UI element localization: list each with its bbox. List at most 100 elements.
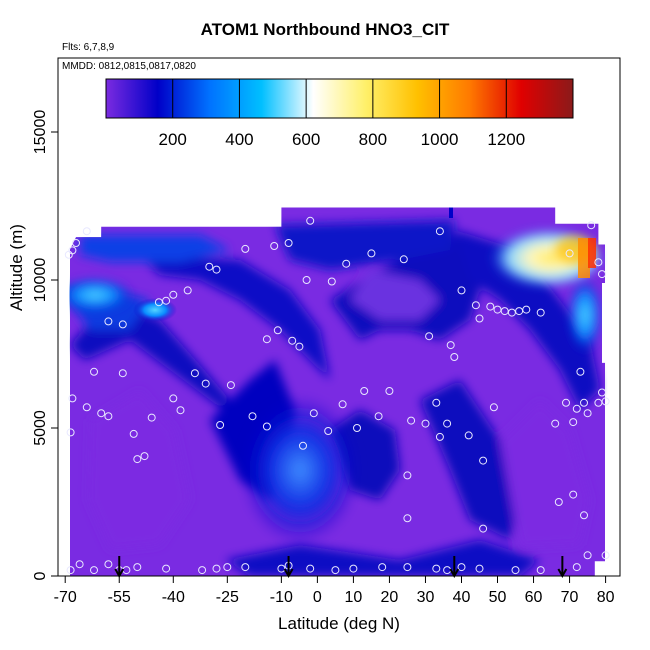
sample-point bbox=[223, 563, 232, 572]
sample-point bbox=[295, 342, 304, 351]
sample-point bbox=[169, 290, 178, 299]
sample-point bbox=[216, 421, 225, 429]
sample-point bbox=[349, 564, 358, 573]
sample-point bbox=[162, 564, 171, 573]
sample-point bbox=[587, 221, 596, 230]
y-tick-label: 10000 bbox=[32, 258, 49, 303]
sample-point bbox=[378, 563, 387, 572]
sample-point bbox=[90, 566, 98, 575]
sample-point bbox=[68, 394, 77, 403]
sample-point bbox=[118, 369, 127, 378]
sample-point bbox=[140, 452, 149, 461]
sample-point bbox=[198, 566, 207, 575]
sample-point bbox=[576, 367, 585, 376]
sample-point bbox=[443, 419, 452, 428]
colorbar-gradient bbox=[105, 78, 574, 119]
sample-point bbox=[479, 524, 488, 533]
sample-point bbox=[324, 427, 333, 435]
sample-point bbox=[421, 419, 430, 428]
x-tick-label: 0 bbox=[313, 589, 322, 606]
sample-point bbox=[129, 429, 138, 438]
sample-point bbox=[133, 455, 142, 464]
sample-point bbox=[457, 286, 466, 295]
sample-point bbox=[583, 551, 592, 560]
sample-point bbox=[273, 326, 282, 335]
x-tick-label: -10 bbox=[270, 589, 293, 606]
sample-point bbox=[565, 249, 574, 258]
sample-point bbox=[66, 428, 75, 437]
sample-point bbox=[572, 404, 581, 413]
sample-point bbox=[580, 398, 588, 407]
sample-point bbox=[594, 258, 603, 267]
sample-point bbox=[306, 564, 315, 573]
x-tick-label: 60 bbox=[525, 589, 543, 606]
sample-point bbox=[360, 387, 369, 395]
sample-point bbox=[598, 270, 606, 279]
x-tick-label: -70 bbox=[54, 589, 77, 606]
sample-point bbox=[432, 398, 441, 407]
sample-point bbox=[572, 563, 581, 572]
x-tick-label: 40 bbox=[453, 589, 471, 606]
x-tick-label: 10 bbox=[345, 589, 363, 606]
sample-point bbox=[82, 403, 91, 412]
sample-point bbox=[306, 216, 315, 225]
sample-point bbox=[169, 394, 178, 403]
x-axis-label: Latitude (deg N) bbox=[278, 614, 400, 633]
colorbar-tick-label: 1000 bbox=[421, 130, 459, 149]
colorbar-tick-label: 1200 bbox=[487, 130, 525, 149]
sample-point bbox=[277, 564, 286, 573]
colorbar-tick-label: 400 bbox=[225, 130, 253, 149]
sample-point bbox=[511, 566, 520, 575]
sample-point bbox=[284, 239, 293, 247]
sample-point bbox=[66, 566, 75, 575]
sample-point bbox=[536, 566, 545, 575]
sample-point bbox=[241, 563, 250, 572]
sample-point bbox=[399, 255, 408, 264]
sample-point bbox=[302, 276, 311, 284]
sample-point bbox=[64, 250, 73, 259]
sample-point bbox=[446, 341, 455, 350]
sample-point bbox=[212, 265, 221, 274]
sample-point bbox=[327, 277, 336, 286]
sample-point bbox=[190, 369, 199, 378]
sample-point bbox=[569, 490, 578, 499]
sample-point bbox=[147, 413, 156, 422]
x-tick-label: 20 bbox=[381, 589, 399, 606]
sample-point bbox=[522, 305, 531, 314]
x-tick-label: 30 bbox=[417, 589, 435, 606]
sample-point bbox=[299, 441, 307, 450]
y-tick-label: 15000 bbox=[32, 110, 49, 155]
sample-point bbox=[162, 296, 171, 305]
sample-point bbox=[471, 301, 480, 310]
sample-point bbox=[432, 564, 441, 573]
x-tick-label: 70 bbox=[561, 589, 579, 606]
sample-point bbox=[338, 400, 347, 409]
colorbar-tick-label: 200 bbox=[159, 130, 187, 149]
sample-point bbox=[367, 249, 376, 258]
sample-point bbox=[309, 409, 318, 418]
sample-point bbox=[205, 262, 214, 271]
sample-point bbox=[551, 419, 560, 428]
y-tick-label: 0 bbox=[32, 571, 49, 580]
x-axis: -70 -55 -40 -25 -10 0 10 20 30 40 50 60 70 80 bbox=[54, 575, 620, 606]
sample-point bbox=[201, 379, 210, 388]
sample-point bbox=[183, 286, 192, 295]
sample-point bbox=[583, 409, 592, 418]
sample-point bbox=[72, 239, 80, 247]
sample-point bbox=[104, 412, 113, 421]
profile-markers bbox=[114, 556, 568, 579]
sample-point bbox=[331, 566, 340, 575]
sample-point bbox=[104, 560, 113, 569]
sample-point bbox=[270, 242, 279, 250]
sample-point bbox=[288, 336, 297, 345]
sample-point bbox=[403, 471, 412, 480]
colorbar-tick-label: 800 bbox=[359, 130, 387, 149]
sample-point bbox=[486, 302, 495, 311]
sample-point bbox=[385, 387, 394, 395]
sample-point bbox=[374, 412, 383, 421]
sample-point bbox=[435, 227, 444, 236]
sample-point bbox=[601, 397, 610, 406]
heatmap-field bbox=[69, 207, 605, 576]
sample-point bbox=[569, 418, 578, 427]
